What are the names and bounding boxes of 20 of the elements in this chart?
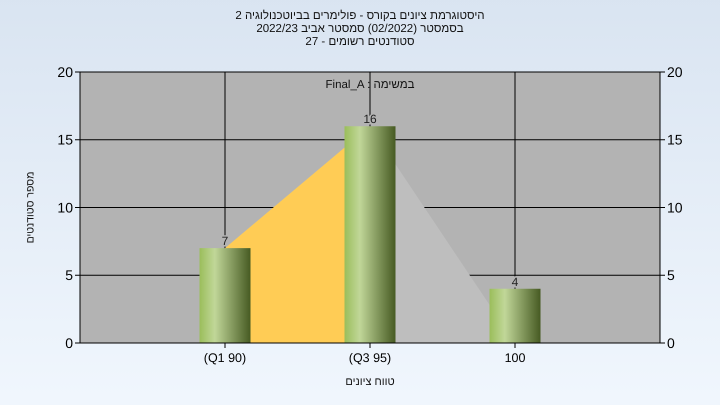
x-tick-label: (Q3 95) <box>348 350 392 365</box>
bar <box>200 248 250 343</box>
y2-tick-label: 10 <box>667 199 683 216</box>
x-tick-label: 100 <box>504 350 526 365</box>
y-tick-label: 10 <box>57 199 74 216</box>
annotation: Final_A : במשימה <box>324 79 416 91</box>
y-tick-label: 15 <box>57 132 74 148</box>
chart-title: היסטוגרמת ציונים בקורס - פולימרים בביוטכנולוגיה 2 <box>234 10 486 23</box>
y-tick-label: 0 <box>65 334 74 351</box>
y2-tick-label: 0 <box>667 334 675 351</box>
bar <box>490 288 540 343</box>
y2-tick-label: 15 <box>667 132 683 148</box>
y-tick-label: 5 <box>65 267 74 284</box>
y-axis-title: מספר סטודנטים <box>24 172 37 244</box>
x-axis-title: טווח ציונים <box>345 376 395 388</box>
y2-tick-label: 5 <box>667 267 675 284</box>
y-tick-label: 20 <box>57 64 74 80</box>
x-tick-label: (Q1 90) <box>204 350 246 365</box>
y2-tick-label: 20 <box>667 64 683 80</box>
chart-subtitle: בסמסטר (02/2022) סמסטר אביב 2022/23 סטודנטים רשומים - 27 <box>255 23 465 49</box>
